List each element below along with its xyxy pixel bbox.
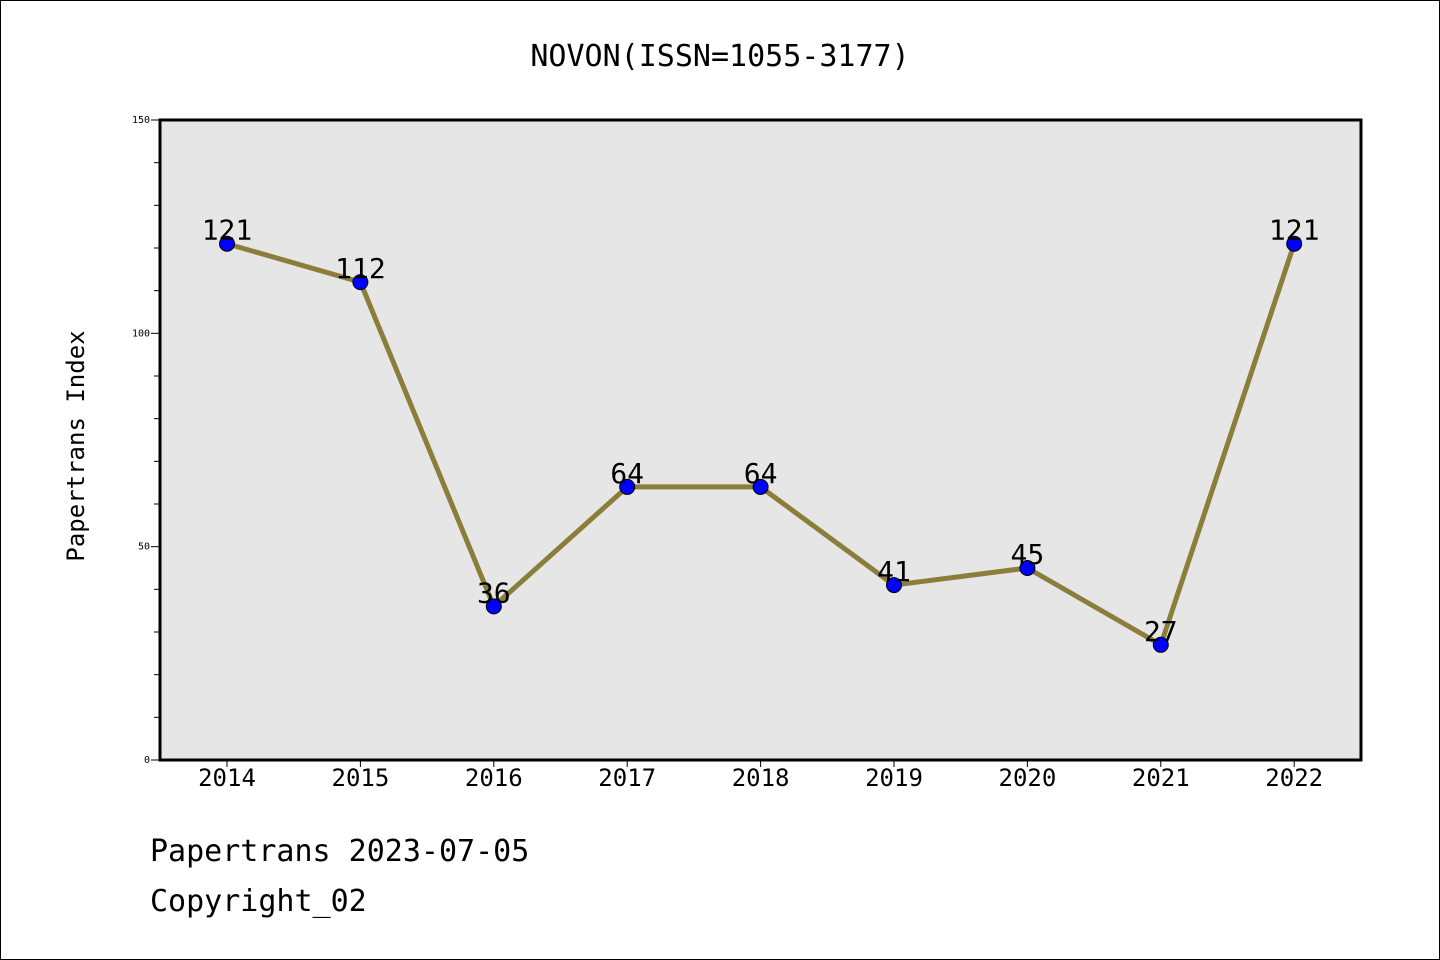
footer-source: Papertrans 2023-07-05 <box>150 834 530 869</box>
data-label: 64 <box>610 457 644 490</box>
x-tick-label: 2016 <box>465 764 523 792</box>
data-labels: 121 112 36 64 64 41 45 27 121 <box>202 214 1320 648</box>
data-label: 27 <box>1144 615 1178 648</box>
data-label: 64 <box>744 457 778 490</box>
data-point <box>752 478 769 495</box>
data-label: 45 <box>1011 538 1045 571</box>
x-tick-label: 2014 <box>198 764 256 792</box>
y-tick-label: 150 <box>132 115 150 126</box>
series-layer <box>219 235 1303 653</box>
x-tick-label: 2022 <box>1265 764 1323 792</box>
data-point <box>352 274 369 291</box>
x-tick-label: 2019 <box>865 764 923 792</box>
x-axis: 2014 2015 2016 2017 2018 2019 2020 2021 2022 <box>198 760 1323 792</box>
data-point <box>619 478 636 495</box>
data-label: 121 <box>202 214 253 247</box>
x-tick-label: 2020 <box>999 764 1057 792</box>
data-point <box>1152 636 1169 653</box>
footer-copyright: Copyright_02 <box>150 884 367 919</box>
plot-area <box>158 118 1363 762</box>
data-label: 36 <box>477 576 511 609</box>
y-axis-label: Papertrans Index <box>62 330 90 561</box>
data-point <box>886 577 902 594</box>
data-point <box>485 598 502 615</box>
x-tick-label: 2015 <box>332 764 390 792</box>
data-label: 41 <box>877 555 911 588</box>
data-point <box>1019 560 1036 576</box>
x-tick-label: 2021 <box>1132 764 1190 792</box>
y-tick-label: 100 <box>132 328 150 339</box>
data-point <box>219 235 235 252</box>
data-label: 121 <box>1269 214 1320 247</box>
y-tick-label: 50 <box>138 542 150 553</box>
data-label: 112 <box>335 252 386 285</box>
y-tick-label: 0 <box>144 755 150 766</box>
x-tick-label: 2018 <box>732 764 790 792</box>
y-axis: 0 50 100 150 <box>132 115 160 766</box>
x-tick-label: 2017 <box>598 764 656 792</box>
data-point <box>1286 235 1303 252</box>
chart-title: NOVON(ISSN=1055-3177) <box>530 39 909 74</box>
